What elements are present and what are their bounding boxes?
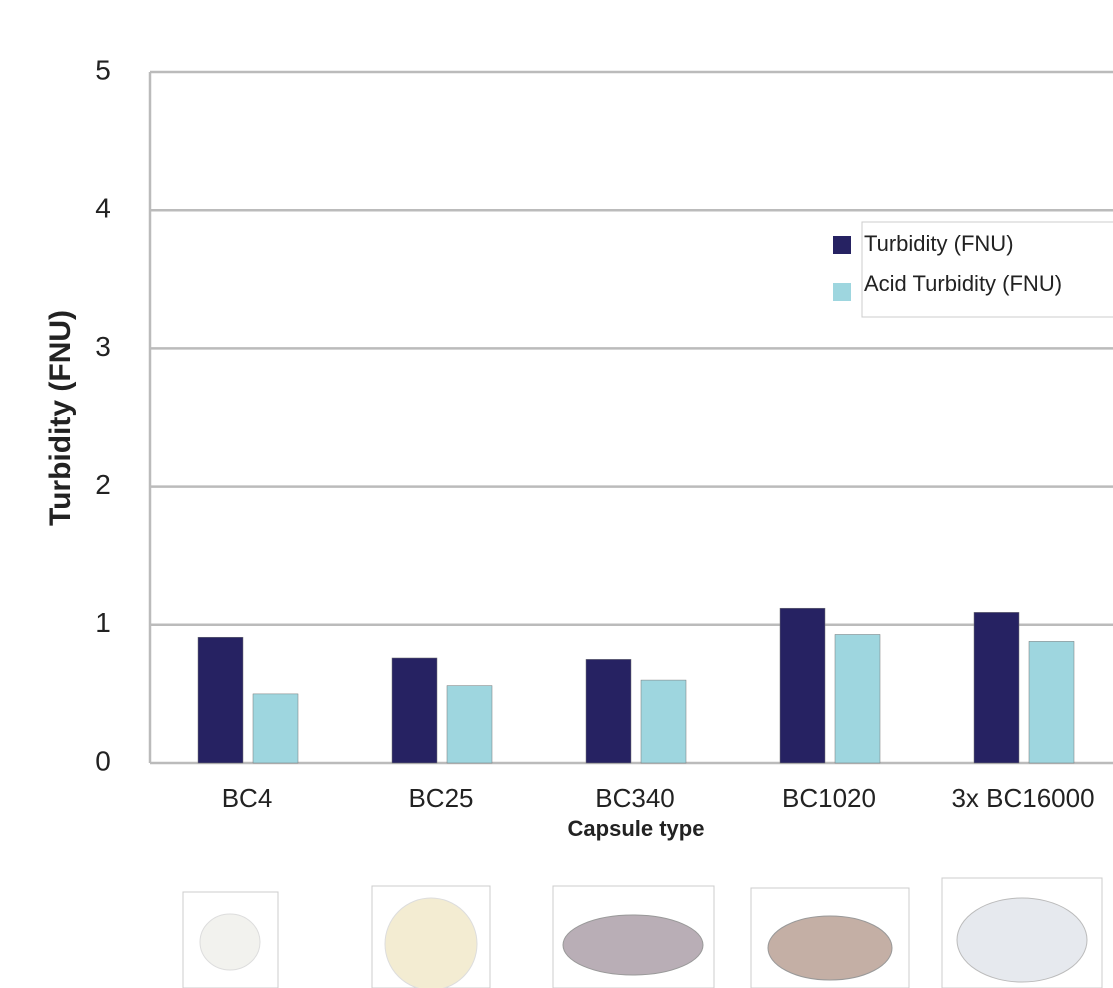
capsule-shape xyxy=(385,898,477,988)
capsule-images xyxy=(183,878,1102,988)
legend-label: Acid Turbidity (FNU) xyxy=(864,271,1062,296)
y-axis-title: Turbidity (FNU) xyxy=(44,310,77,526)
capsule-shape xyxy=(563,915,703,975)
bar xyxy=(586,659,631,763)
capsule-shape xyxy=(957,898,1087,982)
bar xyxy=(392,658,437,763)
x-axis-title: Capsule type xyxy=(568,816,705,841)
y-tick-label: 0 xyxy=(95,745,111,776)
chart: Turbidity (FNU) Capsule type 0 1 2 3 4 5 BC4 BC… xyxy=(0,0,1113,988)
capsule-shape xyxy=(768,916,892,980)
bar xyxy=(447,686,492,763)
x-tick-label: 3x BC16000 xyxy=(951,783,1094,813)
bar xyxy=(835,634,880,763)
x-tick-label: BC1020 xyxy=(782,783,876,813)
legend-swatch xyxy=(833,283,851,301)
x-tick-label: BC340 xyxy=(595,783,675,813)
bar xyxy=(780,608,825,763)
legend-swatch xyxy=(833,236,851,254)
x-tick-label: BC25 xyxy=(408,783,473,813)
bar xyxy=(253,694,298,763)
bar xyxy=(1029,641,1074,763)
y-tick-label: 5 xyxy=(95,54,111,85)
page: Turbidity (FNU) Capsule type 0 1 2 3 4 5 BC4 BC… xyxy=(0,0,1113,988)
x-tick-label: BC4 xyxy=(222,783,273,813)
bar xyxy=(641,680,686,763)
legend-label: Turbidity (FNU) xyxy=(864,231,1014,256)
y-tick-label: 1 xyxy=(95,607,111,638)
bar xyxy=(974,612,1019,763)
y-tick-label: 4 xyxy=(95,193,111,224)
capsule-shape xyxy=(200,914,260,970)
y-tick-label: 2 xyxy=(95,469,111,500)
bar xyxy=(198,637,243,763)
y-tick-label: 3 xyxy=(95,331,111,362)
